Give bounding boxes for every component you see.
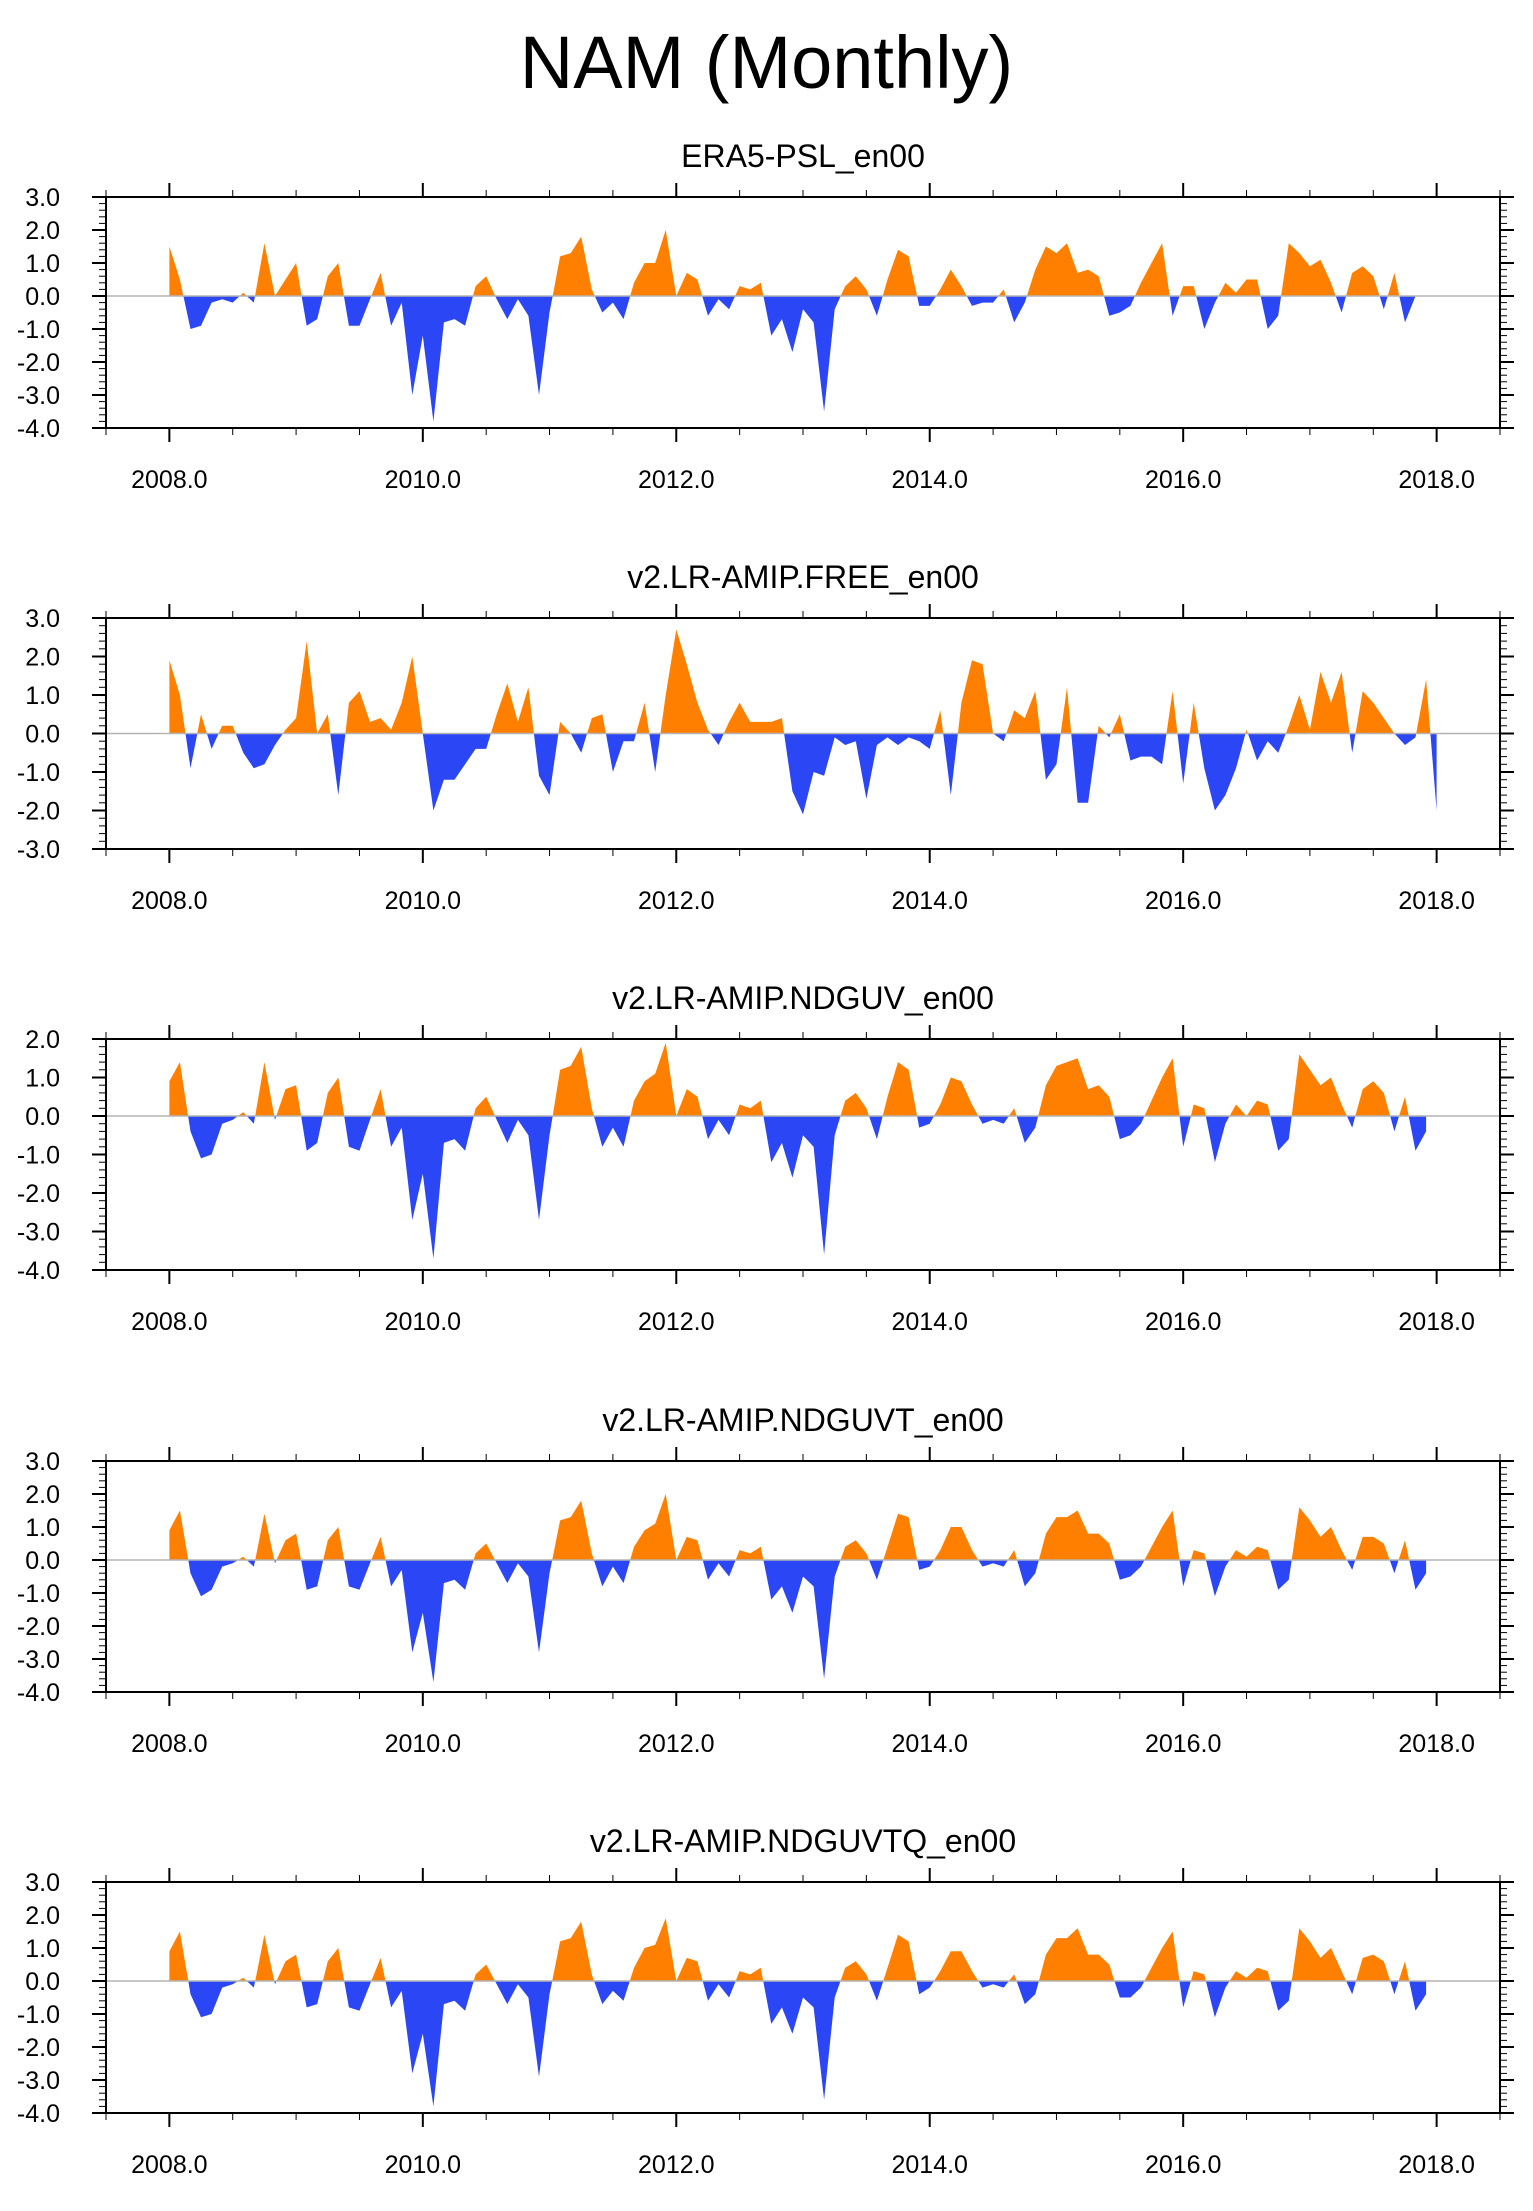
x-tick-label: 2010.0	[385, 466, 461, 494]
y-tick-label: -4.0	[17, 1679, 60, 1707]
positive-anomaly-area	[169, 230, 1427, 296]
y-tick-label: -3.0	[17, 1219, 60, 1247]
y-tick-label: -1.0	[17, 2001, 60, 2029]
y-tick-label: 2.0	[25, 1481, 60, 1509]
y-tick-label: 0.0	[25, 283, 60, 311]
x-tick-label: 2008.0	[131, 2151, 207, 2179]
x-tick-label: 2016.0	[1145, 466, 1221, 494]
x-tick-label: 2014.0	[891, 466, 967, 494]
panel-title: v2.LR-AMIP.NDGUVTQ_en00	[590, 1823, 1016, 1859]
y-tick-label: -2.0	[17, 1613, 60, 1641]
x-tick-label: 2016.0	[1145, 2151, 1221, 2179]
panel-title: v2.LR-AMIP.NDGUVT_en00	[602, 1402, 1003, 1438]
y-tick-label: -3.0	[17, 2067, 60, 2095]
x-tick-label: 2016.0	[1145, 1730, 1221, 1758]
x-tick-label: 2008.0	[131, 1730, 207, 1758]
panel-title: ERA5-PSL_en00	[681, 138, 925, 174]
x-tick-label: 2010.0	[385, 887, 461, 915]
x-tick-label: 2018.0	[1398, 1308, 1474, 1336]
y-tick-label: -1.0	[17, 1580, 60, 1608]
chart-panel-5: v2.LR-AMIP.NDGUVTQ_en00 3.0 2.0 1.0 0.0 -1.0 -…	[17, 1823, 1514, 2179]
x-tick-label: 2010.0	[385, 1730, 461, 1758]
x-tick-label: 2018.0	[1398, 887, 1474, 915]
y-tick-label: -4.0	[17, 2100, 60, 2128]
x-tick-label: 2012.0	[638, 1308, 714, 1336]
negative-anomaly-area	[169, 296, 1427, 422]
x-tick-label: 2010.0	[385, 2151, 461, 2179]
y-tick-label: 2.0	[25, 644, 60, 672]
y-tick-label: -1.0	[17, 759, 60, 787]
chart-panel-1: ERA5-PSL_en00 3.0 2.0 1.0 0.0 -1.0 -2.0 -3.0 -4.…	[17, 138, 1514, 494]
x-tick-label: 2018.0	[1398, 466, 1474, 494]
plot-frame	[105, 1038, 1501, 1271]
negative-anomaly-area	[169, 1116, 1427, 1259]
y-tick-label: 2.0	[25, 217, 60, 245]
positive-anomaly-area	[169, 1494, 1427, 1560]
y-tick-label: 1.0	[25, 1065, 60, 1093]
y-tick-label: 0.0	[25, 1103, 60, 1131]
y-tick-label: -3.0	[17, 382, 60, 410]
x-tick-label: 2010.0	[385, 1308, 461, 1336]
x-tick-label: 2016.0	[1145, 887, 1221, 915]
y-tick-label: 1.0	[25, 1514, 60, 1542]
positive-anomaly-area	[169, 629, 1437, 734]
x-tick-label: 2008.0	[131, 1308, 207, 1336]
x-tick-label: 2012.0	[638, 2151, 714, 2179]
y-tick-label: 3.0	[25, 605, 60, 633]
y-tick-label: 3.0	[25, 1448, 60, 1476]
y-tick-label: -4.0	[17, 1257, 60, 1285]
positive-anomaly-area	[169, 1918, 1427, 1981]
x-tick-label: 2014.0	[891, 2151, 967, 2179]
panel-title: v2.LR-AMIP.NDGUV_en00	[612, 980, 994, 1016]
y-tick-label: 1.0	[25, 1935, 60, 1963]
y-tick-label: -2.0	[17, 798, 60, 826]
x-tick-label: 2018.0	[1398, 1730, 1474, 1758]
figure-title: NAM (Monthly)	[519, 21, 1014, 104]
chart-panel-4: v2.LR-AMIP.NDGUVT_en00 3.0 2.0 1.0 0.0 -1.0 -2…	[17, 1402, 1514, 1758]
x-tick-label: 2008.0	[131, 466, 207, 494]
y-tick-label: 1.0	[25, 250, 60, 278]
y-tick-label: 3.0	[25, 184, 60, 212]
x-tick-label: 2008.0	[131, 887, 207, 915]
negative-anomaly-area	[169, 1560, 1427, 1683]
y-tick-label: -3.0	[17, 836, 60, 864]
panel-title: v2.LR-AMIP.FREE_en00	[627, 559, 979, 595]
negative-anomaly-area	[169, 1981, 1427, 2107]
y-tick-label: 2.0	[25, 1026, 60, 1054]
positive-anomaly-area	[169, 1042, 1427, 1116]
chart-panel-2: v2.LR-AMIP.FREE_en00 3.0 2.0 1.0 0.0 -1.0 -2.0…	[17, 559, 1514, 915]
y-tick-label: -2.0	[17, 1180, 60, 1208]
y-tick-label: -2.0	[17, 2034, 60, 2062]
y-tick-label: -1.0	[17, 316, 60, 344]
x-tick-label: 2018.0	[1398, 2151, 1474, 2179]
negative-anomaly-area	[169, 733, 1437, 815]
y-tick-label: 2.0	[25, 1902, 60, 1930]
x-tick-label: 2016.0	[1145, 1308, 1221, 1336]
x-tick-label: 2014.0	[891, 1308, 967, 1336]
y-tick-label: -3.0	[17, 1646, 60, 1674]
y-tick-label: -4.0	[17, 415, 60, 443]
y-tick-label: 0.0	[25, 721, 60, 749]
x-tick-label: 2012.0	[638, 466, 714, 494]
x-tick-label: 2012.0	[638, 887, 714, 915]
x-tick-label: 2014.0	[891, 887, 967, 915]
x-tick-label: 2014.0	[891, 1730, 967, 1758]
chart-panel-3: v2.LR-AMIP.NDGUV_en00 2.0 1.0 0.0 -1.0 -2.0 -3…	[17, 980, 1514, 1336]
y-tick-label: 0.0	[25, 1968, 60, 1996]
y-tick-label: -2.0	[17, 349, 60, 377]
y-tick-label: 1.0	[25, 682, 60, 710]
y-tick-label: 3.0	[25, 1869, 60, 1897]
y-tick-label: 0.0	[25, 1547, 60, 1575]
y-tick-label: -1.0	[17, 1142, 60, 1170]
x-tick-label: 2012.0	[638, 1730, 714, 1758]
